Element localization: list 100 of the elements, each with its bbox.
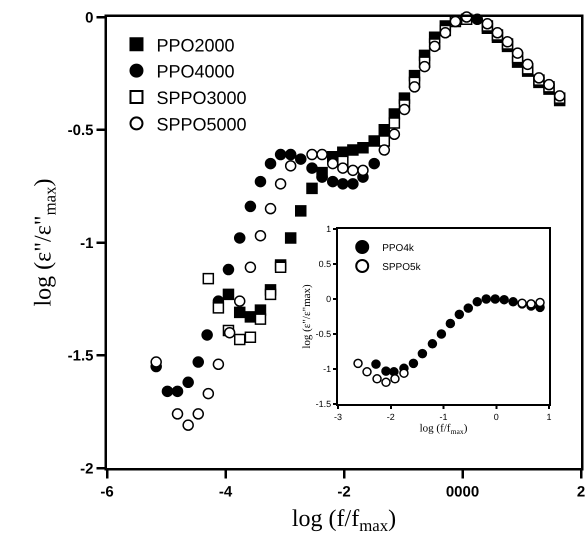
legend-label: PPO4000 <box>156 62 235 82</box>
point <box>398 104 410 116</box>
point <box>472 297 482 307</box>
point <box>295 153 306 165</box>
y-tick-label: -0.5 <box>68 122 94 139</box>
point <box>428 339 438 349</box>
point <box>254 176 266 188</box>
point <box>418 348 428 358</box>
point <box>234 306 246 318</box>
point <box>378 144 390 156</box>
point <box>284 148 296 160</box>
point <box>440 27 452 39</box>
y-tick-label: 0.5 <box>318 259 332 270</box>
point <box>357 142 369 154</box>
point <box>337 178 349 190</box>
y-tick-label: -2 <box>80 460 94 478</box>
legend-label: PPO2000 <box>156 35 235 56</box>
point <box>182 376 194 388</box>
point <box>274 178 286 190</box>
point <box>192 356 204 368</box>
point <box>543 78 555 90</box>
x-tick-label: -6 <box>100 484 114 500</box>
x-tick-label: -2 <box>386 412 395 422</box>
point <box>284 232 296 244</box>
point <box>388 117 400 129</box>
point <box>202 388 214 400</box>
point <box>408 81 420 93</box>
point <box>244 262 256 274</box>
y-tick-label: 0 <box>85 9 94 26</box>
point <box>234 295 246 307</box>
x-axis-title: log (f/f$_{max}$) <box>292 506 396 536</box>
point <box>162 386 174 398</box>
point <box>306 162 318 174</box>
point <box>274 262 286 274</box>
point <box>306 148 318 160</box>
point <box>381 378 391 388</box>
point <box>508 297 518 307</box>
x-tick-label: -4 <box>218 484 233 500</box>
point <box>535 298 545 308</box>
point <box>222 264 234 276</box>
point <box>150 356 162 368</box>
y-axis-title: log (ε"/ε"max) <box>300 284 313 349</box>
point <box>347 144 359 156</box>
y-tick-label: -1 <box>80 234 94 252</box>
point <box>362 367 372 377</box>
y-tick-label: 0 <box>326 294 332 304</box>
point <box>512 47 524 59</box>
point <box>172 408 184 420</box>
y-tick-label: 1 <box>326 224 332 234</box>
point <box>274 148 286 160</box>
point <box>264 288 276 300</box>
y-tick-label: -1.5 <box>316 399 332 410</box>
point <box>490 294 500 304</box>
x-tick-label: -3 <box>334 412 342 422</box>
point <box>192 408 204 420</box>
point <box>244 331 256 343</box>
point <box>368 158 380 170</box>
legend-label: PPO4k <box>382 242 415 254</box>
x-tick-label: 2 <box>576 484 586 500</box>
point <box>390 374 400 384</box>
point <box>446 318 456 328</box>
point <box>212 358 224 370</box>
point <box>234 232 246 244</box>
x-tick-label: -1 <box>439 412 448 422</box>
point <box>254 313 266 325</box>
legend-label: SPPO5000 <box>156 114 247 134</box>
point <box>371 359 381 369</box>
point <box>264 202 276 214</box>
point <box>326 176 338 188</box>
legend-label: SPPO5k <box>382 262 422 273</box>
point <box>202 272 214 284</box>
point <box>295 205 306 217</box>
point <box>347 178 359 190</box>
x-tick-label: 1 <box>546 412 552 422</box>
point <box>244 200 256 212</box>
y-tick-label: -1 <box>323 364 332 374</box>
point <box>381 366 391 376</box>
point <box>372 374 382 384</box>
point <box>284 160 296 172</box>
point <box>337 162 349 174</box>
y-tick-label: -1.5 <box>68 348 94 364</box>
point <box>418 60 430 72</box>
point <box>481 294 491 304</box>
point <box>222 288 234 300</box>
point <box>353 358 363 368</box>
legend-label: SPPO3000 <box>156 88 247 108</box>
point <box>182 419 194 431</box>
point <box>522 58 534 70</box>
y-tick-label: -0.5 <box>316 329 332 340</box>
point <box>408 358 418 368</box>
point <box>464 303 474 313</box>
point <box>264 158 276 170</box>
point <box>454 310 464 320</box>
point <box>357 164 369 176</box>
x-tick-label: 0000 <box>446 484 480 500</box>
x-axis-title: log (f/f$_{max}$) <box>420 422 468 436</box>
point <box>234 334 246 346</box>
x-tick-label: 0 <box>494 412 499 422</box>
point <box>378 124 390 136</box>
point <box>212 302 224 314</box>
